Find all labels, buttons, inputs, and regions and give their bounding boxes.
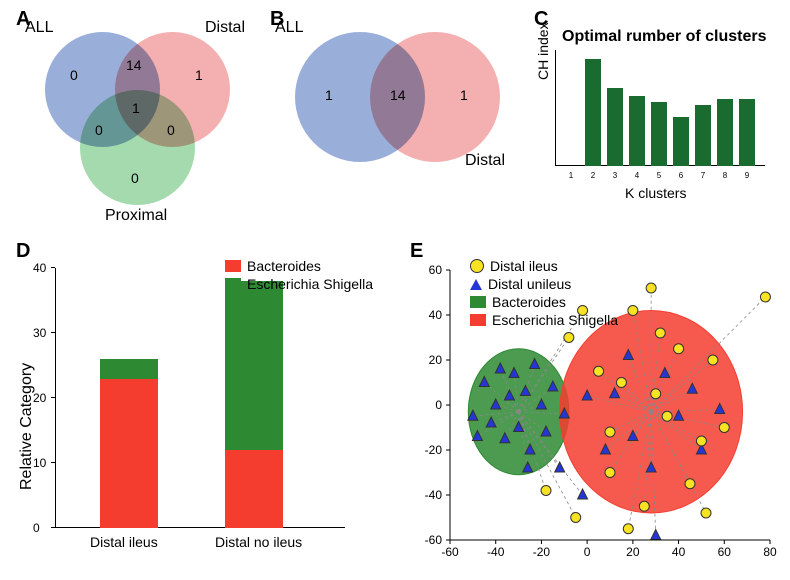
- svg-text:-40: -40: [425, 488, 443, 502]
- venn-b-distal-only: 1: [460, 87, 468, 103]
- panel-c-xtick: 6: [673, 171, 689, 180]
- svg-text:40: 40: [429, 308, 443, 322]
- panel-d-ylabel: Relative Category: [18, 363, 36, 490]
- panel-c-bar: [739, 99, 755, 166]
- venn-b-label-all: ALL: [275, 19, 303, 37]
- legend-label: Distal unileus: [488, 276, 571, 292]
- legend-symbol: [470, 259, 484, 273]
- panel-c-title: Optimal rumber of clusters: [562, 28, 767, 46]
- svg-text:20: 20: [429, 353, 443, 367]
- venn-a-label-proximal: Proximal: [105, 207, 167, 225]
- venn-a-proximal-only: 0: [131, 170, 139, 186]
- panel-d-bar-segment: [225, 450, 283, 528]
- svg-text:-40: -40: [487, 545, 505, 559]
- panel-c-bar: [607, 88, 623, 166]
- panel-e-legend-row: Distal unileus: [470, 276, 618, 292]
- panel-c-xtick: 8: [717, 171, 733, 180]
- panel-c-bar: [673, 117, 689, 166]
- svg-text:80: 80: [763, 545, 777, 559]
- panel-c-xtick: 1: [563, 171, 579, 180]
- panel-e-legend-row: Bacteroides: [470, 294, 618, 310]
- panel-c-xtick: 7: [695, 171, 711, 180]
- svg-text:60: 60: [429, 263, 443, 277]
- panel-e-legend-row: Distal ileus: [470, 258, 618, 274]
- panel-d-legend: Bacteroides Escherichia Shigella: [225, 258, 373, 294]
- svg-text:-60: -60: [425, 533, 443, 547]
- panel-c-xtick: 5: [651, 171, 667, 180]
- panel-d-ytick: 40: [33, 261, 46, 275]
- svg-text:40: 40: [672, 545, 686, 559]
- svg-text:0: 0: [435, 398, 442, 412]
- venn-b: 1 1 14 ALL Distal: [285, 22, 515, 192]
- panel-c-bar: [585, 59, 601, 166]
- panel-d-bar-segment: [100, 359, 158, 379]
- panel-c-xlabel: K clusters: [625, 185, 686, 201]
- venn-b-both: 14: [390, 87, 406, 103]
- panel-c-bar: [695, 105, 711, 166]
- venn-a-all-only: 0: [70, 67, 78, 83]
- panel-c-bar: [629, 96, 645, 166]
- venn-a-distal-proximal: 0: [167, 122, 175, 138]
- legend-swatch-escherichia: [225, 278, 241, 290]
- legend-label-bacteroides: Bacteroides: [247, 258, 321, 274]
- legend-swatch-bacteroides: [225, 260, 241, 272]
- svg-text:-20: -20: [533, 545, 551, 559]
- svg-text:0: 0: [584, 545, 591, 559]
- panel-c-xtick: 2: [585, 171, 601, 180]
- svg-text:-20: -20: [425, 443, 443, 457]
- panel-e-legend-row: Escherichia Shigella: [470, 312, 618, 328]
- panel-d-xtick: Distal ileus: [90, 534, 158, 550]
- legend-label: Escherichia Shigella: [492, 312, 618, 328]
- legend-label-escherichia: Escherichia Shigella: [247, 276, 373, 292]
- legend-label: Bacteroides: [492, 294, 566, 310]
- venn-a: 0 1 0 14 0 0 1 ALL Distal Proximal: [35, 22, 255, 212]
- panel-label-d: D: [16, 240, 30, 263]
- legend-symbol: [470, 296, 486, 308]
- panel-d-chart: Distal ileusDistal no ileus010203040: [55, 268, 345, 548]
- panel-e-legend: Distal ileus Distal unileus Bacteroides Esc…: [470, 258, 618, 330]
- panel-d-ytick: 0: [33, 521, 40, 535]
- panel-c-chart: 123456789: [555, 50, 765, 180]
- legend-symbol: [470, 314, 486, 326]
- svg-text:-60: -60: [441, 545, 459, 559]
- panel-c-xtick: 9: [739, 171, 755, 180]
- panel-c-xtick: 4: [629, 171, 645, 180]
- figure: A 0 1 0 14 0 0 1 ALL Distal Proximal B 1…: [0, 0, 790, 580]
- svg-text:60: 60: [718, 545, 732, 559]
- venn-a-all-distal: 14: [126, 57, 142, 73]
- legend-label: Distal ileus: [490, 258, 558, 274]
- panel-d-xtick: Distal no ileus: [215, 534, 302, 550]
- panel-c-ylabel: CH index: [535, 22, 551, 80]
- panel-c-bar: [717, 99, 733, 166]
- panel-d-bar-segment: [100, 379, 158, 529]
- panel-c-xtick: 3: [607, 171, 623, 180]
- svg-text:20: 20: [626, 545, 640, 559]
- venn-a-distal-only: 1: [195, 67, 203, 83]
- panel-d-bar-segment: [225, 281, 283, 450]
- venn-b-all-only: 1: [325, 87, 333, 103]
- venn-a-center: 1: [132, 100, 140, 116]
- panel-c-bar: [651, 102, 667, 166]
- panel-d-ytick: 30: [33, 326, 46, 340]
- venn-b-label-distal: Distal: [465, 152, 505, 170]
- venn-a-label-all: ALL: [25, 19, 53, 37]
- venn-a-all-proximal: 0: [95, 122, 103, 138]
- venn-a-label-distal: Distal: [205, 19, 245, 37]
- legend-symbol: [470, 279, 482, 290]
